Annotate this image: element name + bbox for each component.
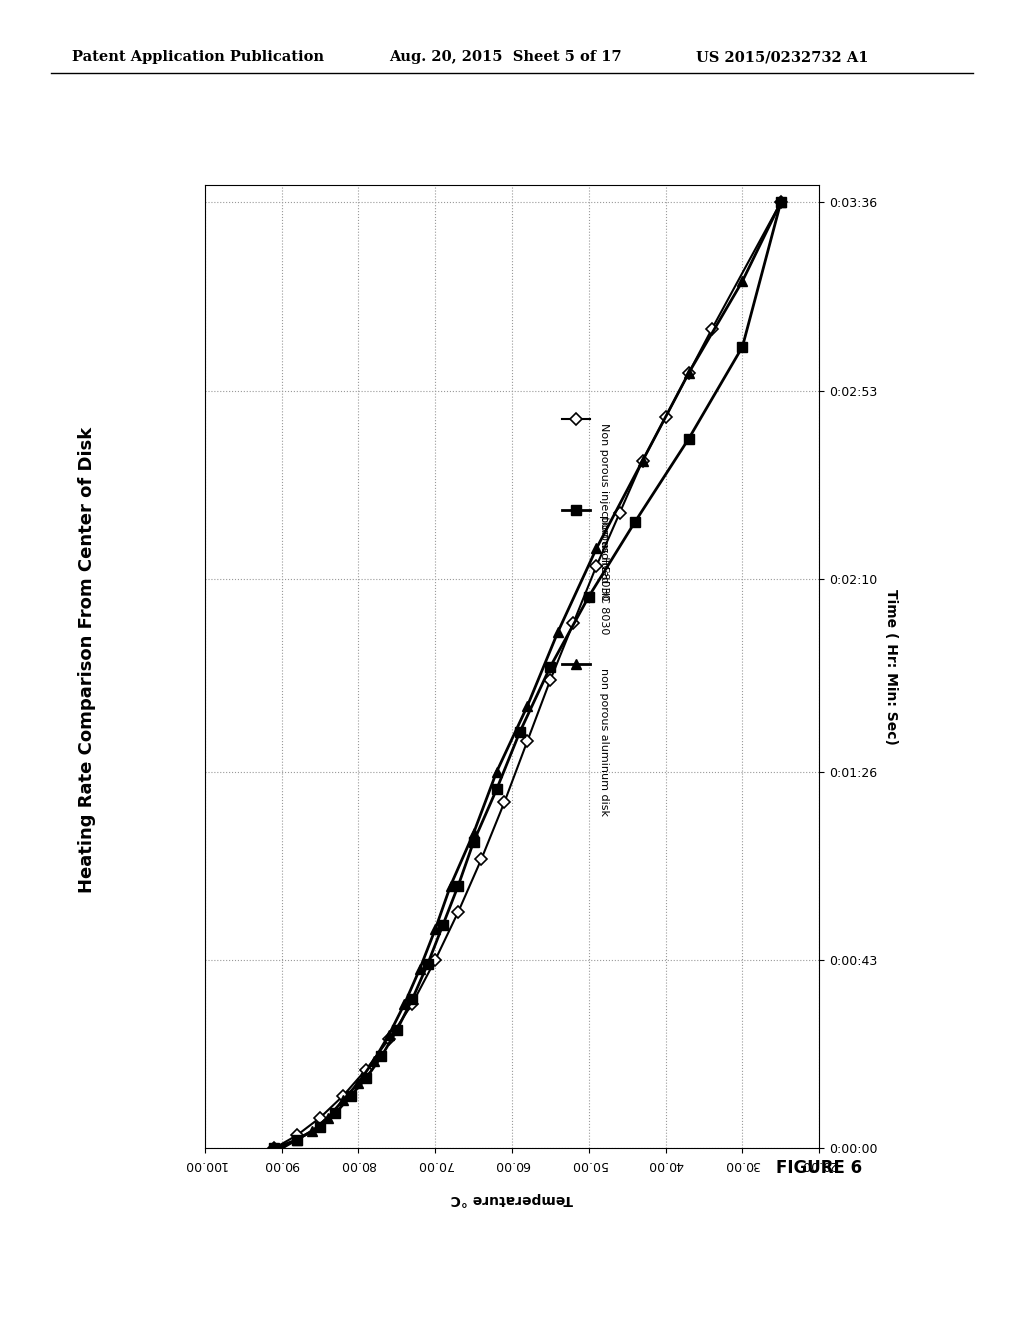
Legend: Non porous injection molded HC 8030, porous HC8030, non porous aluminum disk: Non porous injection molded HC 8030, por… [558,210,613,675]
X-axis label: Temperature °C: Temperature °C [451,1192,573,1206]
Text: FIGURE 6: FIGURE 6 [776,1159,862,1177]
Text: Heating Rate Comparison From Center of Disk: Heating Rate Comparison From Center of D… [78,426,96,894]
Y-axis label: Time ( Hr: Min: Sec): Time ( Hr: Min: Sec) [885,589,898,744]
Text: Aug. 20, 2015  Sheet 5 of 17: Aug. 20, 2015 Sheet 5 of 17 [389,50,622,65]
Text: Patent Application Publication: Patent Application Publication [72,50,324,65]
Text: US 2015/0232732 A1: US 2015/0232732 A1 [696,50,868,65]
